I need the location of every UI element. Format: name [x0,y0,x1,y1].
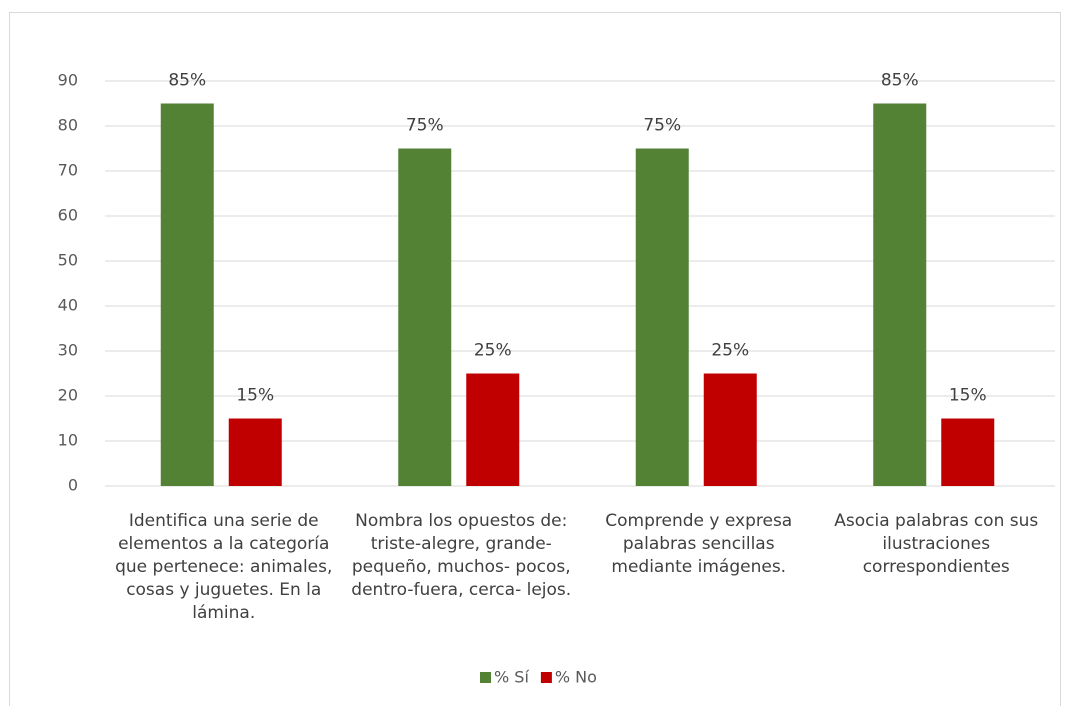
y-tick-label: 40 [58,296,78,315]
data-label: 15% [949,386,987,406]
bar [703,373,757,486]
data-label: 25% [474,341,512,361]
y-tick-label: 0 [68,476,78,495]
bar [228,418,282,486]
data-label: 15% [236,386,274,406]
data-label: 75% [643,116,681,136]
x-tick-label: Asocia palabras con sus ilustraciones corr… [834,511,1038,577]
y-tick-label: 30 [58,341,78,360]
y-tick-label: 80 [58,116,78,135]
data-label: 75% [406,116,444,136]
legend-swatch [540,672,552,683]
legend-label: % Sí [494,668,529,687]
y-tick-label: 20 [58,386,78,405]
x-tick-label: Identifica una serie de elementos a la ca… [115,511,332,623]
bar [160,103,214,486]
bar [398,148,452,486]
y-tick-label: 70 [58,161,78,180]
data-label: 85% [168,71,206,91]
bar [466,373,520,486]
data-label: 85% [881,71,919,91]
bar [635,148,689,486]
bar [873,103,927,486]
bar [941,418,995,486]
x-tick-label: Comprende y expresa palabras sencillas med… [605,511,792,577]
y-tick-label: 60 [58,206,78,225]
y-tick-label: 50 [58,251,78,270]
chart-frame [9,12,1061,706]
y-tick-label: 10 [58,431,78,450]
x-tick-label: Nombra los opuestos de: triste-alegre, gr… [351,511,571,600]
legend-swatch [480,672,491,683]
legend-label: % No [555,668,597,687]
data-label: 25% [711,341,749,361]
y-tick-label: 90 [58,71,78,90]
